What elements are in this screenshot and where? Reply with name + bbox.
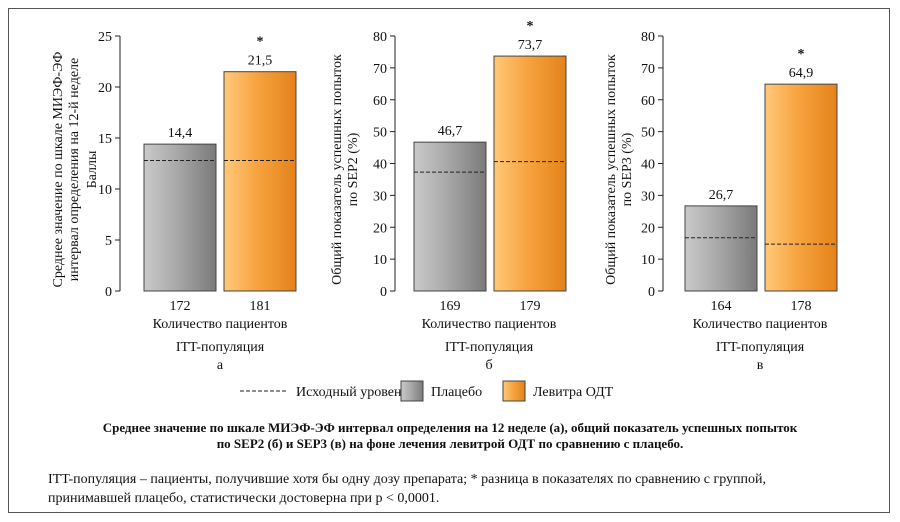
category-label: 172 <box>170 299 191 314</box>
y-tick-label: 0 <box>105 285 112 300</box>
bar-value-label: 64,9 <box>789 66 814 81</box>
bar-levitra <box>764 83 838 292</box>
y-tick-label: 0 <box>380 285 387 300</box>
y-axis-label: Баллы <box>85 150 100 188</box>
bar-value-label: 14,4 <box>168 126 193 141</box>
category-label: 179 <box>520 299 541 314</box>
category-label: 164 <box>711 299 732 314</box>
bar-value-label: 26,7 <box>709 188 734 203</box>
y-tick-label: 80 <box>641 30 655 45</box>
population-label: ITT-популяция <box>716 340 805 355</box>
note-line-2: принимавшей плацебо, статистически досто… <box>48 491 440 506</box>
panel-letter: а <box>217 358 224 373</box>
y-tick-label: 40 <box>373 158 387 173</box>
chart-panel-1: 0 5 10 15 20 25 Среднее значение по шкале МИЭФ… <box>51 30 297 373</box>
y-axis-label: по SEP3 (%) <box>620 132 635 206</box>
caption-line-2: по SEP2 (б) и SEP3 (в) на фоне лечения л… <box>216 436 684 451</box>
y-axis-label: Среднее значение по шкале МИЭФ-ЭФ <box>51 52 66 288</box>
legend: Исходный уровень Плацебо Левитра ОДТ <box>240 380 614 402</box>
population-label: ITT-популяция <box>176 340 265 355</box>
y-tick-label: 20 <box>641 221 655 236</box>
bar-placebo <box>143 143 217 292</box>
figure-frame <box>8 8 890 513</box>
charts-svg: 0 5 10 15 20 25 Среднее значение по шкале МИЭФ… <box>51 19 838 402</box>
significance-marker: * <box>257 35 264 50</box>
y-axis-label: по SEP2 (%) <box>346 132 361 206</box>
y-tick-label: 30 <box>641 189 655 204</box>
y-tick-label: 25 <box>98 30 112 45</box>
chart-panel-2: 0 10 20 30 40 50 60 70 80 Общий показатель успешн… <box>330 19 567 373</box>
significance-marker: * <box>798 47 805 62</box>
y-tick-label: 60 <box>373 94 387 109</box>
bar-value-label: 73,7 <box>518 38 543 53</box>
y-tick-label: 40 <box>641 158 655 173</box>
legend-baseline-label: Исходный уровень <box>296 385 408 400</box>
legend-placebo-label: Плацебо <box>431 385 482 400</box>
y-tick-label: 70 <box>641 62 655 77</box>
panel-letter: б <box>485 358 492 373</box>
y-tick-label: 10 <box>98 183 112 198</box>
figure-note: ITT-популяция – пациенты, получившие хот… <box>48 470 878 508</box>
bar-placebo <box>413 141 487 292</box>
y-tick-label: 0 <box>648 285 655 300</box>
significance-marker: * <box>527 19 534 34</box>
y-tick-label: 15 <box>98 132 112 147</box>
note-line-1: ITT-популяция – пациенты, получившие хот… <box>48 472 767 487</box>
legend-levitra-label: Левитра ОДТ <box>533 385 614 400</box>
y-tick-label: 20 <box>98 81 112 96</box>
category-label: 178 <box>791 299 812 314</box>
y-tick-label: 80 <box>373 30 387 45</box>
bar-levitra <box>223 71 297 292</box>
y-tick-label: 10 <box>641 253 655 268</box>
bar-placebo <box>684 205 758 292</box>
chart-panel-3: 0 10 20 30 40 50 60 70 80 Общий показатель успешн… <box>604 30 838 373</box>
x-axis-label: Количество пациентов <box>422 317 557 332</box>
y-tick-label: 20 <box>373 221 387 236</box>
y-tick-label: 70 <box>373 62 387 77</box>
y-tick-label: 50 <box>373 126 387 141</box>
y-tick-label: 30 <box>373 189 387 204</box>
legend-placebo-swatch <box>400 380 424 402</box>
x-axis-label: Количество пациентов <box>153 317 288 332</box>
bar-levitra <box>493 55 567 292</box>
y-axis-label: Общий показатель успешных попыток <box>604 54 619 285</box>
y-axis-label: интервал определения на 12-й неделе <box>67 58 82 281</box>
figure-caption: Среднее значение по шкале МИЭФ-ЭФ интерв… <box>0 420 900 452</box>
y-tick-label: 60 <box>641 94 655 109</box>
x-axis-label: Количество пациентов <box>693 317 828 332</box>
bar-value-label: 21,5 <box>248 54 273 69</box>
population-label: ITT-популяция <box>445 340 534 355</box>
y-axis-label: Общий показатель успешных попыток <box>330 54 345 285</box>
y-tick-label: 50 <box>641 126 655 141</box>
panel-letter: в <box>757 358 764 373</box>
category-label: 181 <box>250 299 271 314</box>
legend-levitra-swatch <box>502 380 526 402</box>
y-tick-label: 10 <box>373 253 387 268</box>
category-label: 169 <box>440 299 461 314</box>
y-tick-label: 5 <box>105 234 112 249</box>
caption-line-1: Среднее значение по шкале МИЭФ-ЭФ интерв… <box>102 420 798 435</box>
bar-value-label: 46,7 <box>438 124 463 139</box>
